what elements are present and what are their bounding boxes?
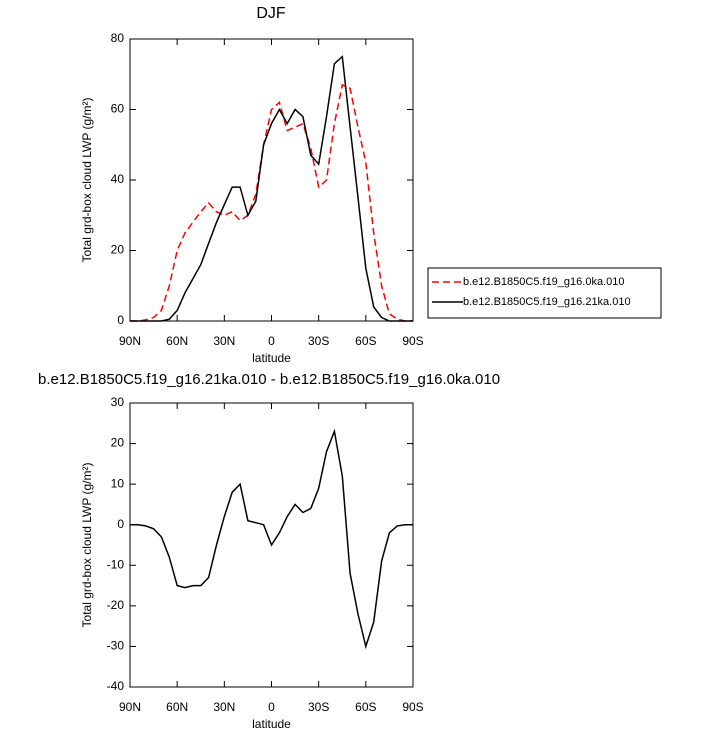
data-line xyxy=(130,55,413,322)
y-tick-label: 60 xyxy=(111,102,125,116)
x-tick-label: 60N xyxy=(166,334,188,348)
x-tick-label: 90S xyxy=(402,334,423,348)
x-tick-label: 0 xyxy=(268,334,275,348)
y-tick-label: 0 xyxy=(117,517,124,531)
x-tick-label: 60N xyxy=(166,700,188,714)
data-line xyxy=(130,428,413,650)
data-line xyxy=(130,83,413,322)
y-axis-label: Total grd-box cloud LWP (g/m²) xyxy=(80,98,94,263)
y-tick-label: -10 xyxy=(107,557,125,571)
x-tick-label: 30N xyxy=(213,334,235,348)
y-tick-label: -30 xyxy=(107,639,125,653)
x-tick-label: 90N xyxy=(119,700,141,714)
x-tick-label: 60S xyxy=(355,334,376,348)
y-tick-label: 0 xyxy=(117,313,124,327)
legend-label: b.e12.B1850C5.f19_g16.21ka.010 xyxy=(463,296,631,308)
y-tick-label: 80 xyxy=(111,31,125,45)
x-tick-label: 60S xyxy=(355,700,376,714)
x-tick-label: 30N xyxy=(213,700,235,714)
y-axis-label: Total grd-box cloud LWP (g/m²) xyxy=(80,463,94,628)
x-axis-label: latitude xyxy=(252,351,291,365)
legend-label: b.e12.B1850C5.f19_g16.0ka.010 xyxy=(463,276,624,288)
x-tick-label: 90N xyxy=(119,334,141,348)
y-tick-label: 10 xyxy=(111,476,125,490)
x-tick-label: 0 xyxy=(268,700,275,714)
y-tick-label: 20 xyxy=(111,436,125,450)
y-tick-label: 20 xyxy=(111,243,125,257)
x-tick-label: 30S xyxy=(308,700,329,714)
legend-box xyxy=(427,267,662,319)
y-tick-label: 30 xyxy=(111,395,125,409)
y-tick-label: 40 xyxy=(111,172,125,186)
x-axis-label: latitude xyxy=(252,717,291,731)
plot-frame xyxy=(129,38,414,322)
y-tick-label: -20 xyxy=(107,598,125,612)
x-tick-label: 90S xyxy=(402,700,423,714)
x-tick-label: 30S xyxy=(308,334,329,348)
y-tick-label: -40 xyxy=(107,679,125,693)
chart-title: b.e12.B1850C5.f19_g16.21ka.010 - b.e12.B… xyxy=(38,371,500,388)
chart-title: DJF xyxy=(256,5,286,22)
